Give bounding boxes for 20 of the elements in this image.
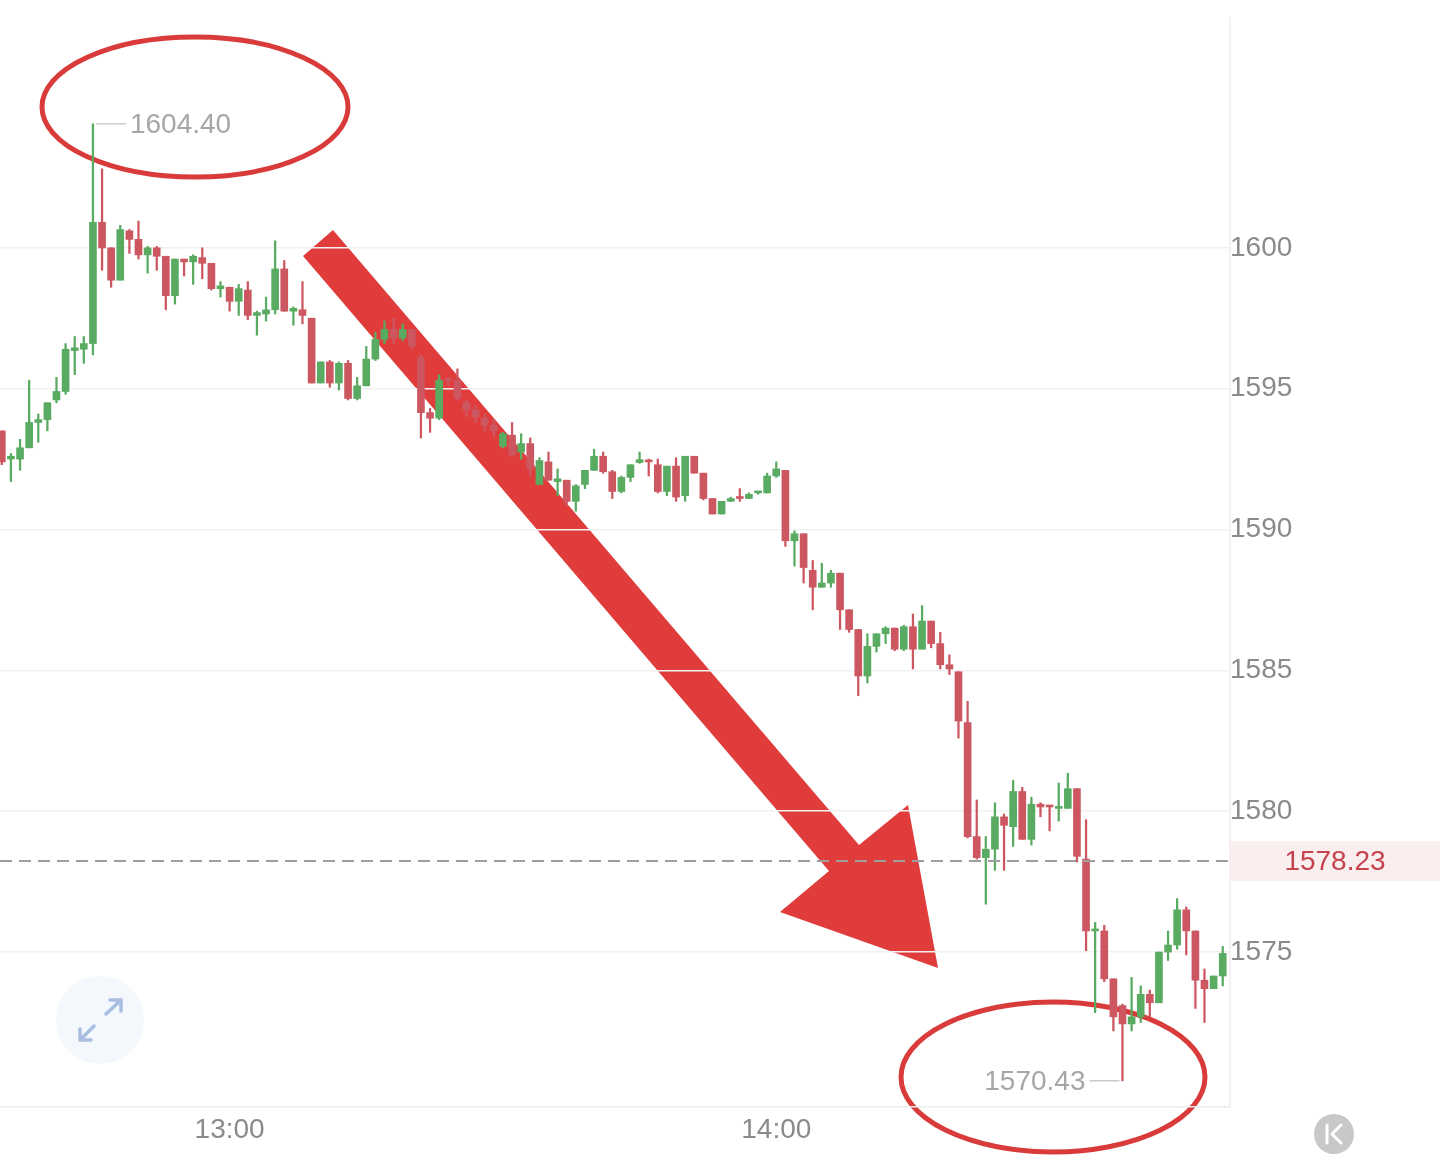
candlestick (945, 654, 954, 675)
candlestick (216, 281, 225, 298)
y-tick-label: 1585 (1230, 653, 1293, 685)
y-tick-label: 1580 (1230, 793, 1293, 825)
candlestick (1200, 968, 1209, 1023)
y-tick-label: 1590 (1230, 512, 1293, 544)
annotation: 1604.40 (129, 107, 232, 139)
candlestick (289, 306, 298, 326)
x-tick-label: 13:00 (194, 1112, 265, 1144)
annotation: 1570.43 (984, 1064, 1086, 1096)
candlestick (143, 246, 152, 274)
ref-line-label: 1578.23 (1284, 844, 1386, 876)
y-tick-label: 1595 (1230, 371, 1293, 403)
candlestick (298, 281, 307, 325)
candlestick (790, 530, 799, 567)
x-tick-label: 14:00 (741, 1112, 812, 1144)
candlestick (553, 468, 562, 497)
candlestick (1118, 1003, 1127, 1082)
y-tick-label: 1575 (1230, 934, 1293, 966)
y-tick-label: 1600 (1230, 230, 1293, 262)
